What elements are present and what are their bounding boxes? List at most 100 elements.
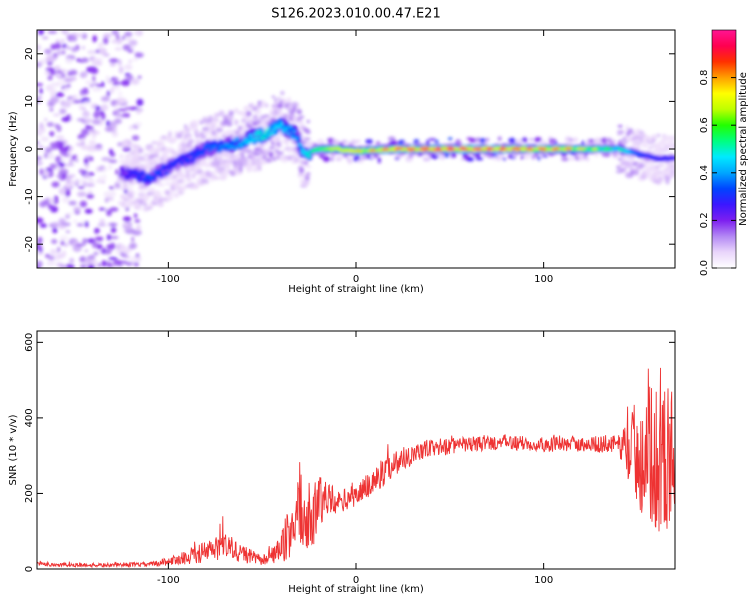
heatmap-cell	[316, 138, 325, 145]
heatmap-cell	[37, 156, 42, 161]
heatmap-cell	[48, 204, 55, 209]
heatmap-cell	[657, 150, 663, 155]
heatmap-cell	[266, 150, 270, 156]
heatmap-cell	[122, 216, 132, 222]
heatmap-cell	[585, 156, 590, 162]
heatmap-cell	[93, 111, 101, 119]
heatmap-cell	[625, 161, 633, 168]
heatmap-cell	[134, 162, 142, 168]
heatmap-cell	[157, 169, 162, 174]
heatmap-cell	[54, 155, 62, 163]
heatmap-cell	[90, 67, 99, 75]
heatmap-cell	[615, 156, 621, 160]
heatmap-cell	[192, 122, 200, 126]
x-tick-label: 0	[353, 575, 359, 586]
heatmap-cell	[304, 175, 310, 181]
heatmap-cell	[356, 159, 364, 164]
heatmap-cell	[618, 129, 625, 135]
heatmap-cell	[108, 223, 118, 226]
heatmap-cell	[377, 157, 381, 164]
heatmap-cell	[151, 154, 159, 158]
heatmap-cell	[182, 186, 187, 191]
heatmap-cell	[194, 163, 202, 170]
heatmap-cell	[114, 47, 122, 51]
heatmap-cell	[628, 154, 632, 158]
heatmap-cell	[286, 131, 291, 136]
heatmap-cell	[148, 187, 156, 194]
heatmap-cell	[126, 182, 134, 190]
heatmap-cell	[479, 138, 487, 143]
heatmap-cell	[257, 131, 262, 136]
heatmap-cell	[110, 87, 115, 94]
heatmap-cell	[72, 99, 82, 104]
heatmap-cell	[51, 222, 60, 228]
heatmap-cell	[79, 92, 84, 96]
heatmap-cell	[52, 113, 61, 117]
heatmap-cell	[311, 150, 315, 153]
heatmap-cell	[581, 140, 585, 146]
heatmap-cell	[561, 157, 569, 162]
heatmap-cell	[59, 161, 63, 168]
heatmap-cell	[119, 173, 123, 177]
heatmap-cell	[46, 122, 55, 127]
heatmap-cell	[272, 127, 277, 131]
heatmap-cell	[65, 58, 73, 64]
heatmap-cell	[37, 83, 44, 87]
heatmap-cell	[116, 84, 120, 91]
heatmap-cell	[111, 39, 117, 44]
heatmap-cell	[645, 170, 652, 177]
heatmap-cell	[64, 181, 73, 189]
heatmap-cell	[84, 257, 93, 266]
heatmap-cell	[140, 193, 144, 198]
heatmap-cell	[547, 148, 552, 151]
heatmap-cell	[97, 223, 107, 227]
heatmap-cell	[668, 174, 675, 178]
heatmap-cell	[118, 244, 127, 250]
heatmap-cell	[89, 84, 94, 88]
heatmap-cell	[81, 45, 85, 50]
heatmap-cell	[207, 171, 214, 175]
heatmap-cell	[109, 186, 114, 190]
heatmap-cell	[448, 137, 453, 141]
heatmap-cell	[81, 128, 89, 136]
heatmap-cell	[83, 157, 89, 164]
heatmap-cell	[656, 133, 661, 137]
heatmap-cell	[56, 125, 62, 132]
heatmap-cell	[223, 151, 231, 158]
heatmap-cell	[65, 212, 75, 215]
heatmap-cell	[485, 137, 490, 142]
heatmap-cell	[85, 80, 92, 85]
heatmap-cell	[113, 78, 120, 82]
heatmap-cell	[128, 126, 135, 130]
heatmap-cell	[124, 31, 133, 37]
heatmap-cell	[57, 246, 61, 253]
heatmap-cell	[140, 171, 145, 175]
heatmap-cell	[130, 46, 134, 50]
snr-y-axis-label: SNR (10 * v/v)	[8, 414, 19, 485]
heatmap-cell	[185, 147, 191, 153]
heatmap-cell	[49, 131, 55, 137]
heatmap-cell	[554, 141, 558, 145]
heatmap-cell	[128, 173, 133, 178]
heatmap-cell	[86, 193, 95, 199]
heatmap-cell	[165, 171, 170, 176]
heatmap-cell	[151, 176, 156, 180]
heatmap-cell	[78, 186, 85, 189]
heatmap-cell	[280, 91, 285, 96]
heatmap-cell	[267, 133, 272, 137]
heatmap-cell	[319, 147, 324, 150]
heatmap-cell	[107, 80, 114, 84]
heatmap-cell	[303, 137, 311, 141]
heatmap-cell	[207, 149, 212, 153]
heatmap-cell	[117, 59, 122, 66]
heatmap-cell	[52, 227, 58, 234]
heatmap-cell	[108, 236, 119, 239]
heatmap-cell	[37, 265, 41, 268]
heatmap-cell	[232, 138, 236, 143]
heatmap-cell	[161, 164, 166, 168]
heatmap-cell	[207, 126, 211, 130]
heatmap-cell	[138, 147, 144, 154]
heatmap-cell	[122, 182, 128, 186]
heatmap-cell	[64, 163, 75, 167]
heatmap-cell	[292, 129, 297, 134]
